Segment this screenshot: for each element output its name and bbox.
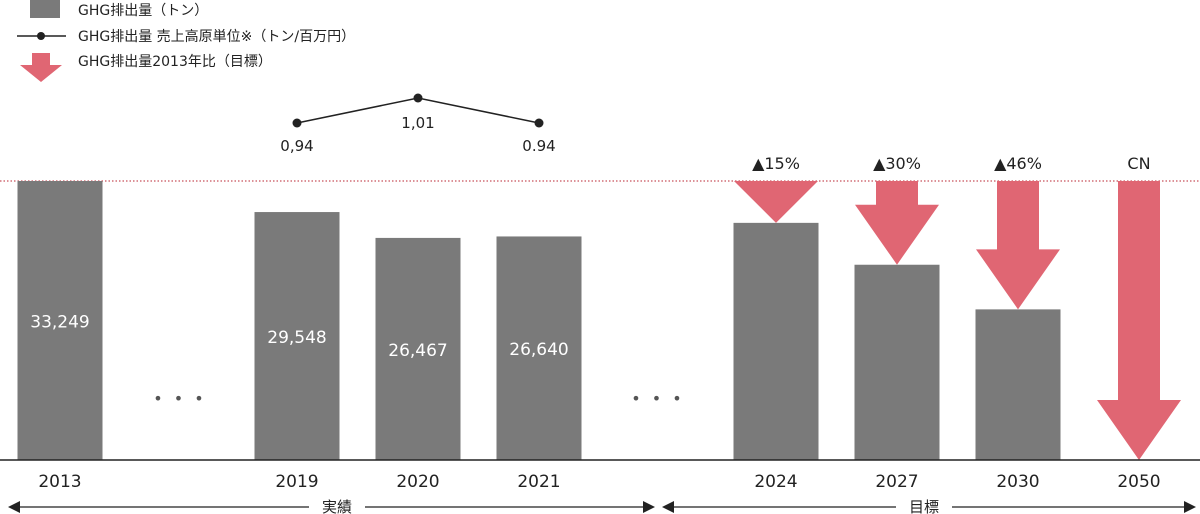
bar-value-label-2019: 29,548	[267, 328, 326, 348]
x-tick-label-2021: 2021	[517, 472, 560, 492]
intensity-label-2020: 1,01	[401, 114, 434, 132]
bar-value-label-2013: 33,249	[30, 313, 89, 333]
x-tick-label-2020: 2020	[396, 472, 439, 492]
reduction-label-2024: ▲15%	[752, 154, 800, 173]
intensity-label-2021: 0.94	[522, 137, 555, 155]
intensity-point-2019	[292, 118, 302, 128]
reduction-label-2030: ▲46%	[994, 154, 1042, 173]
x-tick-label-2030: 2030	[996, 472, 1039, 492]
bar-2021	[496, 236, 582, 460]
period-arrowhead-left-actual	[8, 501, 20, 513]
x-axis: 2013 2019 2020 2021 2024 2027 2030 2050	[0, 459, 1200, 492]
period-label-target: 目標	[909, 498, 939, 514]
bar-2024	[733, 222, 819, 460]
legend-bar-swatch	[30, 0, 60, 18]
period-label-actual: 実績	[322, 498, 352, 514]
legend-bar-label: GHG排出量（トン）	[78, 3, 208, 19]
intensity-point-2021	[534, 118, 544, 128]
bar-2027	[854, 264, 940, 460]
legend-arrow-label: GHG排出量2013年比（目標）	[78, 54, 272, 70]
x-tick-label-2024: 2024	[754, 472, 797, 492]
bar-value-label-2021: 26,640	[509, 340, 568, 360]
bar-2030	[975, 309, 1061, 460]
legend-line-marker	[37, 32, 45, 40]
reduction-label-2050: CN	[1127, 154, 1150, 173]
reduction-arrow-2024	[734, 181, 818, 223]
period-arrowhead-right-actual	[643, 501, 655, 513]
bars-layer: 33,249 29,548 26,467 26,640 • • • • • •	[17, 181, 1061, 460]
bar-2019	[254, 212, 340, 460]
reduction-arrow-2030	[976, 181, 1060, 310]
legend: GHG排出量（トン） GHG排出量 売上高原単位※（トン/百万円） GHG排出量20…	[17, 0, 355, 82]
reduction-arrow-2050	[1097, 181, 1181, 460]
bar-2020	[375, 237, 461, 460]
reduction-arrow-2027	[855, 181, 939, 265]
x-tick-label-2027: 2027	[875, 472, 918, 492]
x-tick-label-2019: 2019	[275, 472, 318, 492]
legend-line-label: GHG排出量 売上高原単位※（トン/百万円）	[78, 28, 355, 45]
arrows-layer: ▲15% ▲30% ▲46% CN	[734, 154, 1181, 460]
intensity-line-layer: 0,94 1,01 0.94	[280, 93, 556, 155]
bar-2013	[17, 181, 103, 460]
intensity-label-2019: 0,94	[280, 137, 313, 155]
gap-marker-1: • • •	[153, 389, 206, 408]
period-arrowhead-right-target	[1184, 501, 1196, 513]
reduction-label-2027: ▲30%	[873, 154, 921, 173]
gap-marker-2: • • •	[631, 389, 684, 408]
period-arrowhead-left-target	[662, 501, 674, 513]
bar-value-label-2020: 26,467	[388, 341, 447, 361]
period-brackets: 実績 目標	[8, 498, 1196, 514]
legend-arrow-swatch	[20, 53, 62, 82]
x-tick-label-2013: 2013	[38, 472, 81, 492]
x-tick-label-2050: 2050	[1117, 472, 1160, 492]
intensity-point-2020	[413, 93, 423, 103]
